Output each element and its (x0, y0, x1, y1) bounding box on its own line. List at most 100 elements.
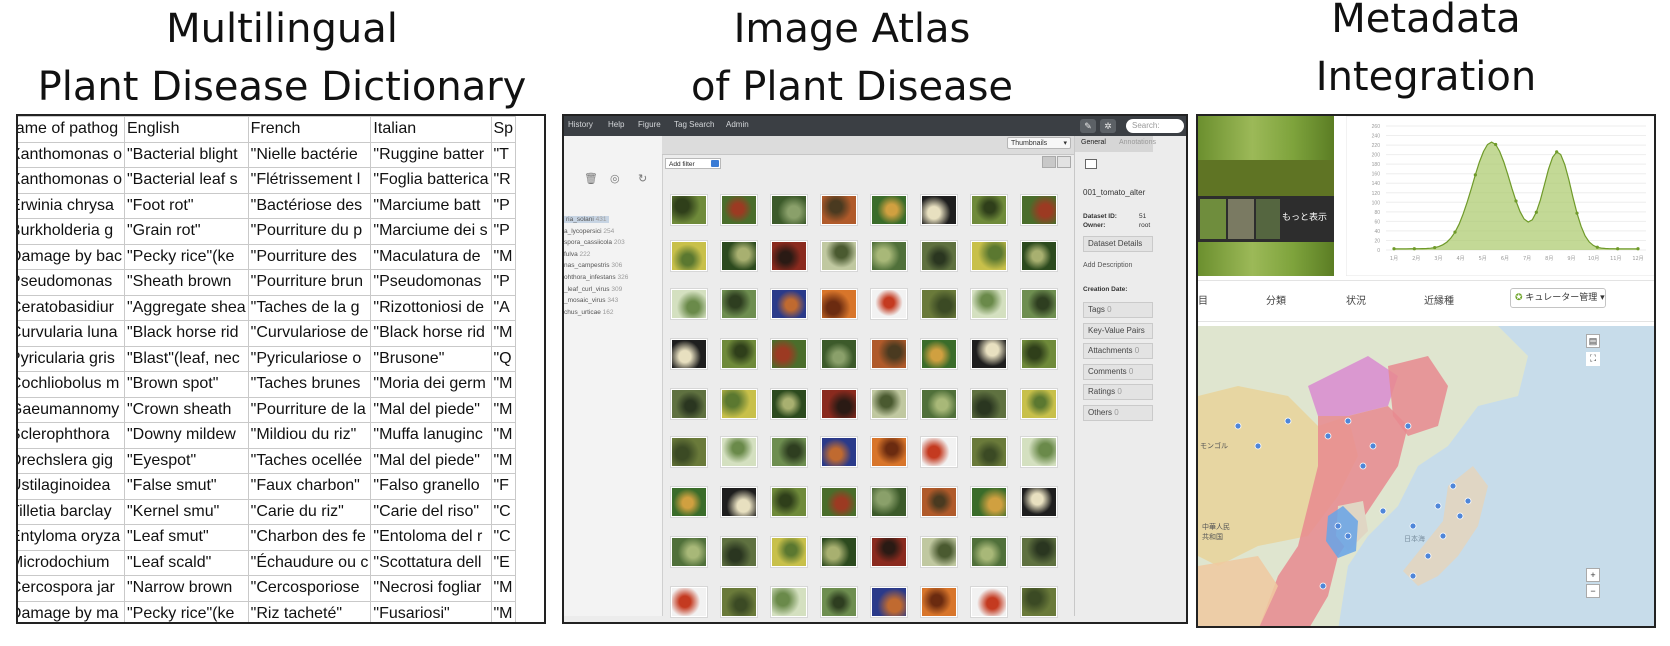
disease-thumbnail[interactable] (1020, 288, 1058, 320)
distribution-map[interactable] (1198, 326, 1656, 628)
table-cell[interactable]: "Pseudomonas (18, 269, 125, 296)
disease-thumbnail[interactable] (870, 586, 908, 618)
table-cell[interactable]: "Damage by bac (18, 243, 125, 270)
disease-thumbnail[interactable] (870, 536, 908, 568)
disease-thumbnail[interactable] (920, 194, 958, 226)
disease-thumbnail[interactable] (720, 338, 758, 370)
table-cell[interactable]: "Échaudure ou c (247, 549, 372, 576)
disease-thumbnail[interactable] (670, 586, 708, 618)
disease-thumbnail[interactable] (670, 536, 708, 568)
nav-history[interactable]: History (568, 120, 593, 129)
disease-thumbnail[interactable] (920, 338, 958, 370)
disease-thumbnail[interactable] (670, 338, 708, 370)
table-cell[interactable]: "Ruggine batter (370, 141, 492, 168)
disease-thumbnail[interactable] (670, 194, 708, 226)
curator-menu-button[interactable]: ✪ キュレーター管理 ▾ (1510, 288, 1606, 308)
thumbnail-image[interactable] (1228, 199, 1254, 239)
disease-thumbnail[interactable] (870, 436, 908, 468)
table-cell[interactable]: English (124, 116, 249, 143)
map-marker[interactable] (1464, 497, 1472, 505)
tab-general[interactable]: General (1081, 139, 1106, 146)
disease-thumbnail[interactable] (1020, 338, 1058, 370)
table-cell[interactable]: "M (490, 243, 517, 270)
table-cell[interactable]: "Muffa lanuginc (370, 422, 492, 449)
disease-thumbnail[interactable] (820, 240, 858, 272)
disease-thumbnail[interactable] (1020, 486, 1058, 518)
folder-icon[interactable] (1085, 159, 1097, 169)
disease-thumbnail[interactable] (920, 536, 958, 568)
table-cell[interactable]: "Xanthomonas o (18, 167, 125, 194)
nav-admin[interactable]: Admin (726, 120, 749, 129)
table-cell[interactable]: "Riz tacheté" (247, 600, 372, 622)
table-cell[interactable]: "F (490, 473, 517, 500)
map-marker[interactable] (1324, 432, 1332, 440)
table-cell[interactable]: "Mildiou du riz" (247, 422, 372, 449)
table-cell[interactable]: "Charbon des fe (247, 524, 372, 551)
tag-item[interactable]: _leaf_curl_virus 309 (564, 286, 622, 293)
section-toggle[interactable]: Attachments 0 (1083, 343, 1153, 359)
table-cell[interactable]: "M (490, 422, 517, 449)
occurrence-point[interactable] (1392, 247, 1396, 251)
add-filter-button[interactable]: Add filter (665, 158, 721, 169)
table-cell[interactable]: "Crown sheath (124, 396, 249, 423)
table-cell[interactable]: "Mal del piede" (370, 396, 492, 423)
occurrence-point[interactable] (1453, 230, 1457, 234)
disease-thumbnail[interactable] (1020, 388, 1058, 420)
section-toggle[interactable]: Others 0 (1083, 404, 1153, 421)
disease-thumbnail[interactable] (970, 288, 1008, 320)
table-cell[interactable]: "Nielle bactérie (247, 141, 372, 168)
map-marker[interactable] (1334, 522, 1342, 530)
zoom-in-icon[interactable]: + (1586, 568, 1600, 582)
table-cell[interactable]: "Kernel smu" (124, 498, 249, 525)
table-cell[interactable]: "M (490, 575, 517, 602)
disease-thumbnail[interactable] (870, 486, 908, 518)
map-marker[interactable] (1449, 482, 1457, 490)
table-cell[interactable]: "Pourriture de la (247, 396, 372, 423)
table-cell[interactable]: "Bacterial blight (124, 141, 249, 168)
add-description-link[interactable]: Add Description (1083, 262, 1133, 269)
copy-icon[interactable]: ◎ (610, 173, 620, 185)
disease-thumbnail[interactable] (720, 240, 758, 272)
table-cell[interactable]: "Bacterial leaf s (124, 167, 249, 194)
table-cell[interactable]: "M (490, 371, 517, 398)
table-cell[interactable]: "E (490, 549, 517, 576)
disease-thumbnail[interactable] (670, 240, 708, 272)
disease-thumbnail[interactable] (770, 388, 808, 420)
nav-tag-search[interactable]: Tag Search (674, 120, 715, 129)
tab-status[interactable]: 状況 (1346, 296, 1366, 307)
disease-thumbnail[interactable] (770, 536, 808, 568)
table-cell[interactable]: "M (490, 320, 517, 347)
map-marker[interactable] (1379, 507, 1387, 515)
table-cell[interactable]: "Scottatura dell (370, 549, 492, 576)
disease-thumbnail[interactable] (670, 436, 708, 468)
table-cell[interactable]: "Cochliobolus m (18, 371, 125, 398)
map-marker[interactable] (1456, 512, 1464, 520)
table-cell[interactable]: "Marciume batt (370, 192, 492, 219)
table-cell[interactable]: Sp (490, 116, 517, 143)
disease-thumbnail[interactable] (720, 288, 758, 320)
nav-figure[interactable]: Figure (638, 120, 661, 129)
table-cell[interactable]: "T (490, 141, 517, 168)
table-cell[interactable]: "Pseudomonas (370, 269, 492, 296)
table-cell[interactable]: "Carie del riso" (370, 498, 492, 525)
table-cell[interactable]: "Curvulariose de (247, 320, 372, 347)
disease-thumbnail[interactable] (820, 586, 858, 618)
tab-annotations[interactable]: Annotations (1119, 139, 1156, 146)
map-marker[interactable] (1344, 532, 1352, 540)
table-cell[interactable]: Italian (370, 116, 492, 143)
disease-thumbnail[interactable] (770, 240, 808, 272)
disease-thumbnail[interactable] (820, 436, 858, 468)
thumbnail-image[interactable] (1200, 199, 1226, 239)
table-cell[interactable]: "Narrow brown (124, 575, 249, 602)
fullscreen-icon[interactable]: ⛶ (1586, 352, 1600, 366)
disease-thumbnail[interactable] (970, 586, 1008, 618)
section-toggle[interactable]: Key-Value Pairs (1083, 322, 1153, 339)
section-toggle[interactable]: Ratings 0 (1083, 384, 1153, 400)
table-cell[interactable]: "Entoloma del r (370, 524, 492, 551)
table-cell[interactable]: "Aggregate shea (124, 294, 249, 321)
disease-thumbnail[interactable] (770, 194, 808, 226)
table-cell[interactable]: "Marciume dei s (370, 218, 492, 245)
table-cell[interactable]: "C (490, 498, 517, 525)
table-cell[interactable]: "Maculatura de (370, 243, 492, 270)
grid-view-icon[interactable] (1042, 156, 1056, 168)
